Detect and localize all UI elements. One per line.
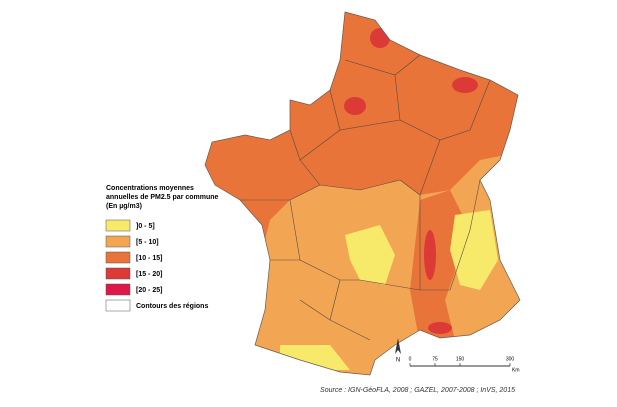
source-note: Source : IGN-GéoFLA, 2008 ; GAZEL, 2007-…	[320, 387, 515, 394]
marseille-spot	[428, 322, 452, 334]
legend-label: [20 - 25]	[136, 287, 162, 294]
legend-label: [10 - 15]	[136, 255, 162, 262]
legend: Concentrations moyennes annuelles de PM2.…	[105, 185, 219, 312]
north-label: N	[396, 358, 400, 364]
legend-title: Concentrations moyennes	[106, 185, 194, 192]
legend-title: annuelles de PM2.5 par commune	[106, 194, 219, 201]
rhone-spot	[424, 230, 436, 280]
legend-swatch	[105, 235, 131, 248]
legend-swatch	[105, 251, 131, 264]
legend-swatch	[105, 267, 131, 280]
lille-spot	[370, 28, 390, 48]
legend-swatch	[105, 283, 131, 296]
scale-label: 75	[432, 356, 438, 362]
paris-spot	[344, 97, 366, 115]
massif-low	[345, 225, 395, 285]
lorraine-spot	[452, 77, 478, 93]
scale-label: 0	[409, 356, 412, 362]
legend-label: ]0 - 5]	[136, 223, 155, 230]
scale-bar: 0 75 150 300 Km	[409, 356, 520, 373]
legend-swatch	[105, 219, 131, 232]
legend-label: [15 - 20]	[136, 271, 162, 278]
legend-swatch	[105, 299, 131, 312]
scale-label: 300	[506, 356, 515, 362]
legend-label: [5 - 10]	[136, 239, 159, 246]
france-map	[205, 12, 520, 375]
alps-low	[450, 210, 498, 290]
scale-label: 150	[456, 356, 465, 362]
region-borders	[240, 54, 491, 341]
scale-unit: Km	[512, 367, 520, 373]
legend-title: (En µg/m3)	[106, 203, 142, 210]
legend-label: Contours des régions	[136, 303, 208, 310]
north-arrow	[395, 338, 401, 354]
